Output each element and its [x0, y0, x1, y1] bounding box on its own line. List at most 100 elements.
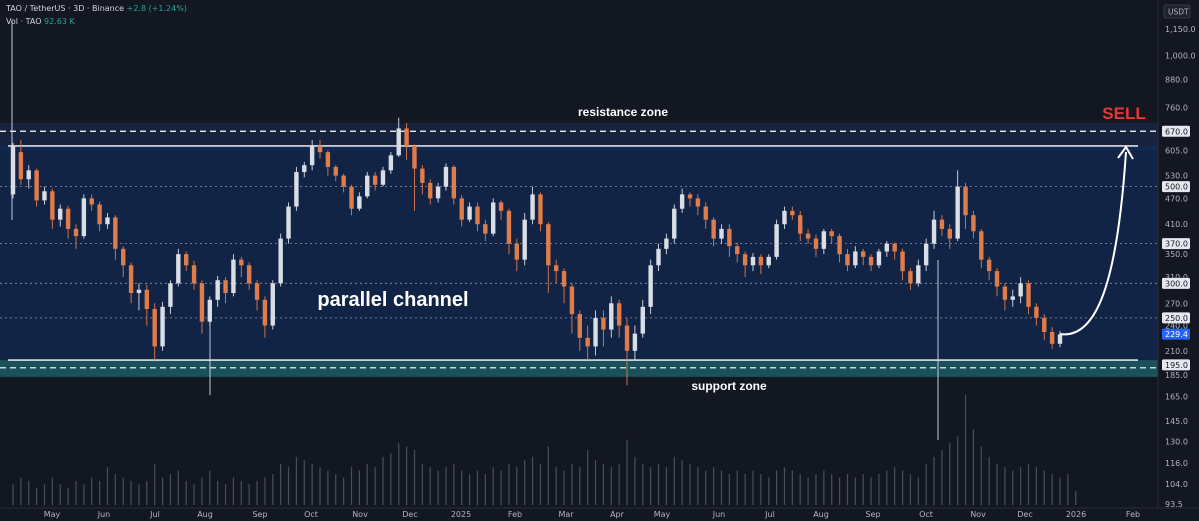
price-tick-label: 310.0 — [1165, 273, 1188, 282]
candle-body — [805, 233, 811, 239]
time-tick-label: Feb — [1126, 510, 1140, 519]
candle-body — [10, 145, 16, 195]
volume-bar — [217, 480, 219, 505]
candle-body — [979, 231, 984, 260]
volume-bar — [114, 474, 116, 505]
candle-body — [309, 145, 315, 166]
candle-body — [388, 155, 394, 171]
price-tick-label: 130.0 — [1165, 438, 1188, 447]
candle-body — [302, 165, 307, 173]
candle-body — [1010, 296, 1015, 300]
candle-body — [435, 186, 441, 199]
candle-body — [742, 254, 748, 266]
candle-body — [616, 303, 622, 326]
volume-bar — [185, 480, 187, 505]
candle-body — [73, 228, 79, 237]
volume-bar — [67, 487, 69, 505]
volume-bar — [524, 460, 526, 505]
volume-bar — [571, 463, 573, 505]
candle-body — [467, 206, 472, 220]
price-tag-label: 250.0 — [1165, 314, 1188, 323]
time-tick-label: Aug — [813, 510, 829, 519]
candle-body — [42, 191, 47, 201]
support-zone-label: support zone — [691, 379, 767, 393]
volume-bar — [264, 477, 266, 505]
volume-bar — [626, 439, 628, 505]
volume-bar — [972, 429, 975, 505]
candle-body — [955, 186, 960, 239]
price-tag — [1162, 312, 1190, 324]
candle-body — [1026, 283, 1031, 307]
price-tick-label: 530.0 — [1165, 172, 1188, 181]
candle-body — [632, 333, 638, 351]
candle-body — [223, 280, 228, 294]
time-tick-label: Jun — [712, 510, 726, 519]
volume-bar — [964, 395, 967, 505]
volume-bar — [846, 474, 849, 505]
candle-body — [994, 271, 1000, 287]
time-tick-label: Aug — [197, 510, 213, 519]
candle-body — [270, 283, 275, 326]
volume-bar — [894, 467, 896, 505]
candle-body — [254, 283, 260, 300]
candle-body — [766, 256, 771, 266]
candle-body — [498, 202, 504, 211]
volume-bar — [563, 470, 565, 505]
volume-bar — [240, 480, 242, 505]
candle-body — [1002, 286, 1008, 300]
candle-body — [65, 208, 71, 229]
volume-bar — [925, 463, 927, 505]
candle-body — [687, 194, 693, 199]
volume-bar — [295, 456, 297, 505]
volume-bar — [209, 470, 211, 505]
candle-body — [420, 168, 425, 183]
volume-bar — [201, 477, 203, 505]
volume-bar — [980, 446, 982, 505]
volume-bar — [791, 470, 793, 505]
candle-body — [215, 280, 220, 300]
volume-bar — [933, 456, 935, 505]
support-zone — [0, 360, 1158, 377]
candle-body — [553, 265, 559, 272]
volume-bar — [476, 470, 479, 505]
currency-box[interactable] — [1163, 4, 1191, 19]
candle-body — [798, 215, 803, 234]
volume-bar — [516, 467, 518, 505]
candle-body — [821, 231, 827, 249]
volume-bar — [75, 480, 77, 505]
time-tick-label: Jul — [764, 510, 775, 519]
volume-bar — [287, 467, 290, 505]
candle-body — [341, 175, 346, 187]
candle-body — [58, 208, 63, 220]
volume-bar — [1020, 467, 1022, 505]
time-tick-label: 2025 — [451, 510, 471, 519]
volume-bar — [161, 477, 164, 505]
price-tick-label: 410.0 — [1165, 220, 1188, 229]
candle-body — [876, 251, 882, 266]
candle-body — [506, 210, 512, 244]
volume-bar — [193, 484, 195, 505]
time-tick-label: Feb — [508, 510, 522, 519]
volume-bar — [146, 480, 148, 505]
candle-body — [349, 186, 354, 209]
candle-body — [50, 191, 55, 220]
price-tag — [1162, 328, 1190, 340]
candle-body — [853, 251, 858, 266]
volume-bar — [1051, 474, 1053, 505]
volume-bar — [12, 484, 14, 505]
volume-bar — [421, 463, 423, 505]
volume-bar — [862, 474, 864, 505]
volume-bar — [807, 477, 809, 505]
volume-bar — [634, 456, 636, 505]
price-tick-label: 605.0 — [1165, 147, 1188, 156]
volume-bar — [1012, 470, 1014, 505]
candle-body — [577, 314, 582, 338]
price-tick-label: 1,000.0 — [1165, 51, 1196, 60]
volume-bar — [736, 470, 738, 505]
price-tick-label: 145.0 — [1165, 417, 1188, 426]
candle-body — [986, 259, 992, 272]
candle-body — [81, 198, 87, 237]
price-change: +2.8 (+1.24%) — [126, 4, 187, 13]
